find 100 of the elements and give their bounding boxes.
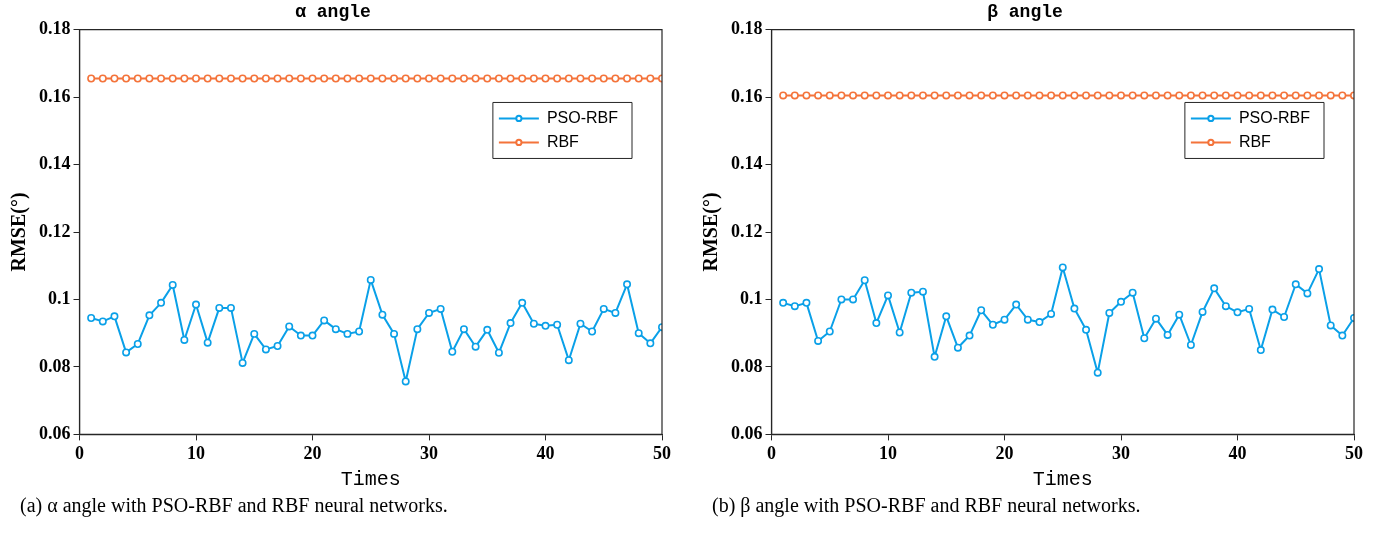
point <box>942 312 951 321</box>
point <box>1221 91 1230 100</box>
chart-title: β angle <box>987 2 1063 23</box>
point <box>1268 305 1277 314</box>
point <box>814 91 823 100</box>
point <box>907 288 916 297</box>
point <box>355 74 364 83</box>
x-tick-label: 20 <box>303 442 322 463</box>
point <box>1233 91 1242 100</box>
point <box>331 325 340 334</box>
point <box>790 91 799 100</box>
point <box>308 74 317 83</box>
point <box>145 74 154 83</box>
point <box>837 295 846 304</box>
point <box>518 74 527 83</box>
point <box>977 306 986 315</box>
point <box>779 91 788 100</box>
point <box>273 342 282 351</box>
point <box>203 338 212 347</box>
point <box>390 74 399 83</box>
point <box>1140 91 1149 100</box>
point <box>448 347 457 356</box>
point <box>87 74 96 83</box>
x-axis-title: Times <box>1032 468 1093 492</box>
point <box>436 304 445 313</box>
point <box>494 74 503 83</box>
point <box>1058 91 1067 100</box>
point <box>588 327 597 336</box>
point <box>1256 346 1265 355</box>
point <box>133 340 142 348</box>
point <box>285 322 294 331</box>
point <box>1163 91 1172 100</box>
chart-title: α angle <box>295 2 371 23</box>
point <box>930 91 939 100</box>
point <box>1047 309 1056 318</box>
point <box>296 331 305 340</box>
legend-label: RBF <box>546 132 580 150</box>
point <box>366 275 375 284</box>
point <box>1175 310 1184 319</box>
point <box>413 74 422 83</box>
point <box>860 91 869 100</box>
text: (a) α angle with PSO-RBF and RBF neural networks. <box>19 494 449 517</box>
point <box>145 311 154 320</box>
point <box>1280 91 1289 100</box>
point <box>1023 315 1032 324</box>
point <box>884 291 892 300</box>
point <box>471 74 480 83</box>
point <box>884 91 892 100</box>
y-axis-title: RMSE(°) <box>7 192 31 272</box>
point <box>390 329 399 338</box>
point <box>930 352 939 361</box>
point <box>401 74 410 83</box>
point <box>261 74 270 83</box>
point <box>634 74 643 83</box>
point <box>988 320 997 329</box>
y-tick-label: 0.1 <box>740 288 763 309</box>
point <box>238 74 247 83</box>
point <box>825 91 834 100</box>
point <box>1210 91 1219 100</box>
point <box>1093 91 1102 100</box>
point <box>1105 308 1114 317</box>
point <box>1338 91 1347 100</box>
x-tick-label: 30 <box>420 442 438 463</box>
point <box>541 321 550 330</box>
point <box>98 74 107 83</box>
point <box>1303 91 1312 100</box>
x-tick-label: 20 <box>995 442 1014 463</box>
point <box>448 74 457 83</box>
point <box>320 74 329 83</box>
point <box>564 356 573 365</box>
point <box>1105 91 1114 100</box>
y-tick-label: 0.12 <box>731 220 763 241</box>
point <box>529 319 538 328</box>
x-tick-label: 50 <box>653 442 671 463</box>
point <box>1070 304 1079 313</box>
point <box>1012 91 1021 100</box>
point <box>541 74 550 83</box>
point <box>1070 91 1079 100</box>
point <box>634 329 643 338</box>
y-tick-label: 0.18 <box>731 18 763 39</box>
point <box>436 74 445 83</box>
point <box>1326 91 1335 100</box>
point <box>506 74 515 83</box>
point <box>802 298 811 307</box>
point <box>98 317 107 326</box>
point <box>977 91 986 100</box>
point <box>203 74 212 83</box>
point <box>1058 263 1067 272</box>
point <box>1245 304 1254 313</box>
point <box>343 329 352 338</box>
point <box>1326 321 1335 330</box>
y-tick-label: 0.16 <box>39 85 71 106</box>
point <box>483 74 492 83</box>
point <box>895 91 904 100</box>
point <box>872 319 881 328</box>
point <box>1117 297 1125 306</box>
point <box>261 345 270 354</box>
x-axis-title: Times <box>340 468 401 492</box>
legend-label: PSO-RBF <box>1238 108 1311 126</box>
point <box>1151 91 1160 100</box>
